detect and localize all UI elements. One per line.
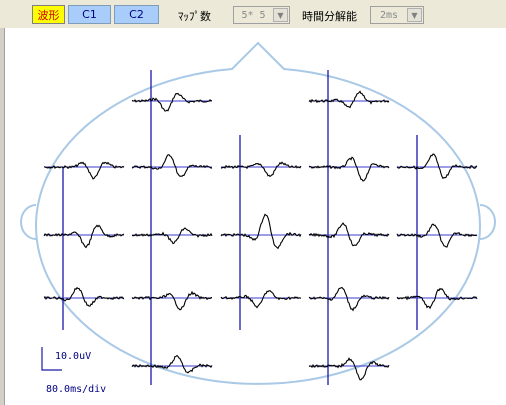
time-markers [62,70,418,385]
channel-waveform [396,287,478,310]
channel-waveform [308,222,390,247]
dropdown-arrow-icon[interactable]: ▼ [273,8,288,22]
channel-waveform [43,224,125,249]
channel-waveform [220,161,302,178]
c2-button[interactable]: C2 [114,5,159,24]
time-resolution-value: 2ms [379,9,399,21]
waveform-button[interactable]: 波形 [32,5,65,24]
head-outline [20,41,496,385]
channel-waveform [43,286,125,307]
time-scale-label: 80.0ms/div [46,384,107,395]
map-count-select[interactable]: 5* 5 ▼ [233,6,290,24]
channel-waveform [396,223,478,248]
channel-waveform [131,354,213,374]
toolbar: 波形 C1 C2 ﾏｯﾌﾟ数 5* 5 ▼ 時間分解能 2ms ▼ [0,0,506,28]
channel-waveform [131,290,212,311]
time-resolution-select[interactable]: 2ms ▼ [370,6,424,24]
channel-waveform [308,156,390,182]
map-count-label: ﾏｯﾌﾟ数 [178,10,211,23]
channel-waveform [131,227,213,245]
waveforms [43,90,478,381]
channel-waveform [308,90,390,109]
amplitude-scale-label: 10.0uV [55,351,92,362]
channel-waveform [131,154,213,177]
c1-button[interactable]: C1 [68,5,111,24]
channel-waveform [220,290,301,309]
channel-waveform [308,357,390,381]
time-resolution-label: 時間分解能 [302,10,357,23]
dropdown-arrow-icon[interactable]: ▼ [407,8,422,22]
channel-waveform [43,161,125,180]
left-panel-edge [0,0,5,405]
channel-waveform [396,153,478,180]
amplitude-scale-bar [41,347,62,371]
channel-waveform [220,213,302,250]
map-count-value: 5* 5 [241,9,266,21]
channel-waveform [131,92,213,112]
channel-waveform [308,286,390,312]
